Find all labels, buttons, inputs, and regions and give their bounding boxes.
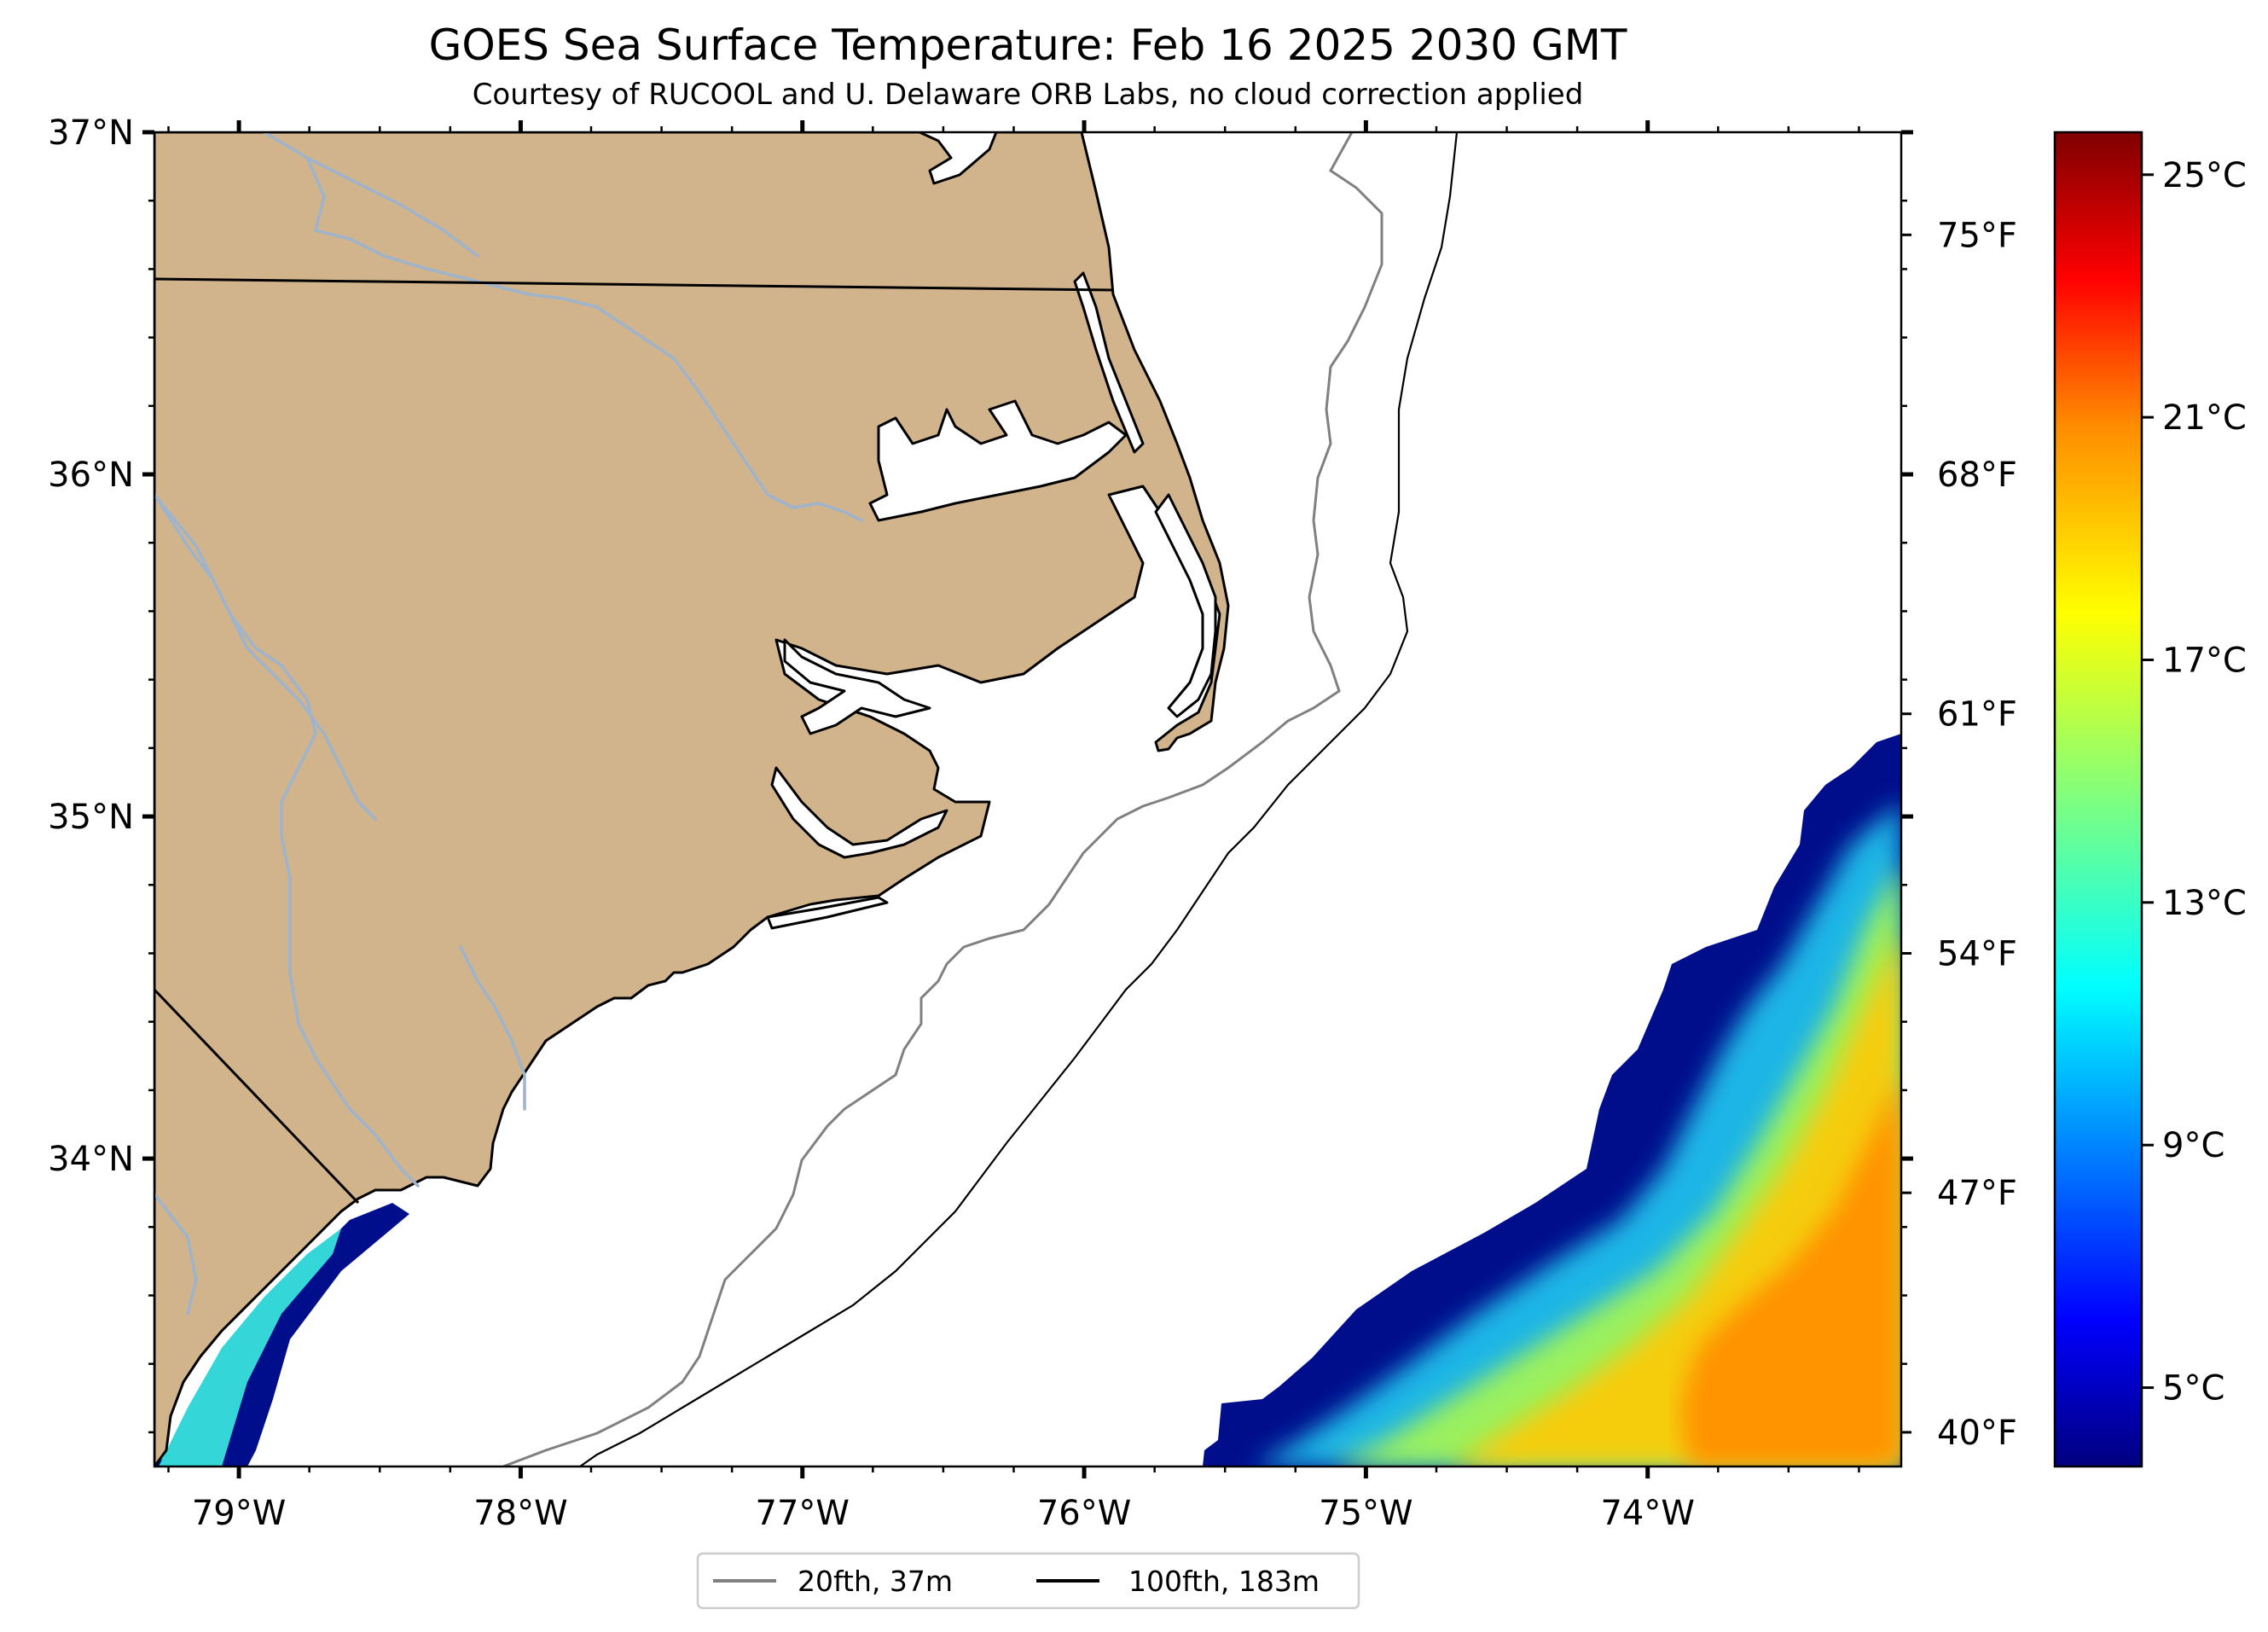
- fahrenheit-tick-label: 47°F: [1937, 1174, 2017, 1213]
- fahrenheit-tick-label: 40°F: [1937, 1414, 2017, 1453]
- longitude-axis: 79°W 78°W 77°W 76°W 75°W 74°W: [167, 120, 1860, 1533]
- colorbar-gradient: [2053, 131, 2143, 1468]
- isobath-20fth: [502, 132, 1383, 1466]
- sounds: [766, 271, 1217, 930]
- lat-tick-label: 35°N: [48, 798, 134, 837]
- sst-hot-band: [1680, 1075, 1901, 1466]
- colorbar-tick-label: 9°C: [2162, 1126, 2224, 1165]
- colorbar-tick-label: 25°C: [2162, 156, 2247, 195]
- pee-dee-river: [154, 1193, 198, 1315]
- lon-tick-label: 76°W: [1037, 1494, 1131, 1533]
- legend: 20fth, 37m 100fth, 183m: [696, 1552, 1360, 1610]
- colorbar-tick-label: 5°C: [2162, 1369, 2224, 1408]
- roanoke-tributary: [305, 156, 479, 258]
- tar-river: [154, 493, 377, 821]
- isobath-100fth: [579, 132, 1459, 1466]
- lon-tick-label: 78°W: [473, 1494, 567, 1533]
- lower-cape-fear-river: [229, 613, 420, 1188]
- fahrenheit-tick-label: 68°F: [1937, 456, 2017, 495]
- map-subtitle: Courtesy of RUCOOL and U. Delaware ORB L…: [473, 78, 1584, 112]
- lon-tick-label: 79°W: [192, 1494, 286, 1533]
- map-panel: [153, 131, 1903, 1468]
- lat-tick-label: 36°N: [48, 456, 134, 495]
- lat-tick-label: 37°N: [48, 113, 134, 153]
- sst-nearshore-cool: [159, 1228, 341, 1466]
- fahrenheit-tick-label: 75°F: [1937, 216, 2017, 255]
- colorbar: 25°C 21°C 17°C 13°C 9°C 5°C: [2053, 131, 2247, 1468]
- nc-sc-border: [154, 988, 360, 1205]
- bogue-sound: [766, 896, 889, 930]
- colorbar-axis: 25°C 21°C 17°C 13°C 9°C 5°C: [2142, 156, 2247, 1408]
- colorbar-tick-label: 21°C: [2162, 398, 2247, 438]
- sst-raster: [154, 734, 1901, 1466]
- albemarle-sound: [868, 399, 1128, 522]
- currituck-sound: [1073, 271, 1145, 454]
- waccamaw-river: [459, 945, 526, 1111]
- pamlico-sound-east: [1154, 493, 1217, 718]
- legend-label-100fth: 100fth, 183m: [1128, 1565, 1320, 1598]
- fahrenheit-tick-label: 54°F: [1937, 934, 2017, 973]
- cape-fear-river: [154, 493, 249, 650]
- lon-tick-label: 77°W: [756, 1494, 850, 1533]
- legend-label-20fth: 20fth, 37m: [798, 1565, 953, 1598]
- lon-tick-label: 74°W: [1600, 1494, 1694, 1533]
- rivers: [154, 132, 863, 1315]
- pamlico-sound: [783, 638, 931, 735]
- colorbar-tick-label: 17°C: [2162, 641, 2247, 680]
- colorbar-tick-label: 13°C: [2162, 884, 2247, 923]
- lon-tick-label: 75°W: [1319, 1494, 1412, 1533]
- fahrenheit-tick-label: 61°F: [1937, 695, 2017, 735]
- state-borders: [154, 277, 1114, 1205]
- va-nc-border: [154, 277, 1114, 292]
- legend-box: [696, 1552, 1360, 1610]
- neuse-river: [770, 766, 948, 859]
- map-title: GOES Sea Surface Temperature: Feb 16 202…: [429, 20, 1627, 70]
- roanoke-river: [263, 132, 863, 522]
- lat-tick-label: 34°N: [48, 1140, 134, 1179]
- fahrenheit-axis: 75°F 68°F 61°F 54°F 47°F 40°F: [1901, 216, 2017, 1453]
- map-frame: [153, 131, 1903, 1468]
